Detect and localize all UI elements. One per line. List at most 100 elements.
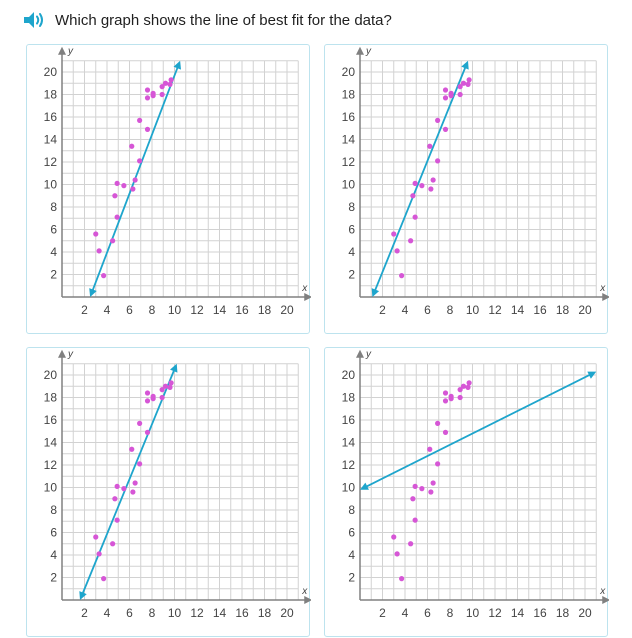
- x-axis-arrow: [602, 293, 609, 301]
- speaker-icon[interactable]: [22, 9, 48, 31]
- data-point: [391, 231, 397, 237]
- x-tick-label: 2: [81, 606, 88, 620]
- data-point: [93, 534, 99, 540]
- data-point: [162, 383, 169, 389]
- x-tick-label: 20: [578, 303, 592, 317]
- x-tick-label: 16: [533, 303, 547, 317]
- data-point: [150, 90, 156, 96]
- x-tick-label: 8: [149, 303, 156, 317]
- x-tick-label: 8: [447, 303, 454, 317]
- y-tick-label: 16: [342, 110, 356, 124]
- y-tick-label: 2: [348, 571, 355, 585]
- data-point: [412, 517, 418, 523]
- x-tick-label: 12: [190, 606, 204, 620]
- y-tick-label: 10: [44, 178, 58, 192]
- x-tick-label: 14: [511, 606, 525, 620]
- y-tick-label: 14: [44, 133, 58, 147]
- best-fit-line-arrow-end: [170, 363, 178, 373]
- question-header: Which graph shows the line of best fit f…: [22, 9, 392, 31]
- data-point: [137, 158, 143, 164]
- data-point: [137, 117, 143, 123]
- x-tick-label: 10: [168, 606, 182, 620]
- x-tick-label: 2: [81, 303, 88, 317]
- y-tick-label: 4: [348, 548, 355, 562]
- answer-choice-1[interactable]: x y 2 4 6 8 10 12 14 16 18 20 2 4 6 8 10 12 14 16 18 20: [26, 44, 311, 334]
- best-fit-line-arrow-start: [89, 288, 97, 297]
- data-point: [419, 183, 425, 189]
- x-axis-label: x: [301, 586, 308, 597]
- answer-choice-3[interactable]: x y 2 4 6 8 10 12 14 16 18 20 2 4 6 8 10 12 14 16 18 20: [26, 347, 311, 637]
- y-tick-label: 4: [50, 548, 57, 562]
- data-point: [167, 81, 173, 87]
- data-point: [159, 394, 165, 401]
- data-point: [96, 248, 102, 254]
- y-tick-label: 8: [50, 503, 57, 517]
- data-point: [410, 193, 416, 199]
- data-point: [167, 384, 173, 390]
- x-tick-label: 8: [149, 606, 156, 620]
- x-tick-label: 18: [556, 303, 570, 317]
- data-point: [442, 95, 449, 101]
- graph-group: x y 2 4 6 8 10 12 14 16 18 20 2 4 6 8 10 12 14 16 18 20: [44, 349, 311, 620]
- x-tick-label: 6: [126, 303, 133, 317]
- answer-choice-4[interactable]: x y 2 4 6 8 10 12 14 16 18 20 2 4 6 8 10 12 14 16 18 20: [324, 347, 609, 637]
- data-point: [442, 87, 449, 93]
- y-tick-label: 4: [348, 245, 355, 259]
- y-tick-label: 10: [44, 481, 58, 495]
- best-fit-line: [364, 373, 593, 489]
- best-fit-line-arrow-end: [461, 60, 469, 70]
- data-point: [399, 576, 405, 582]
- question-text: Which graph shows the line of best fit f…: [55, 11, 392, 29]
- data-point: [442, 126, 449, 132]
- data-point: [442, 390, 449, 396]
- y-tick-label: 6: [348, 526, 355, 540]
- data-point: [465, 384, 471, 390]
- x-tick-label: 14: [213, 303, 227, 317]
- x-tick-label: 4: [104, 606, 111, 620]
- data-point: [114, 214, 120, 220]
- data-point: [412, 483, 418, 489]
- scatter-graph-2: x y 2 4 6 8 10 12 14 16 18 20 2 4 6 8 10 12 14 16 18 20: [342, 46, 609, 317]
- x-tick-label: 12: [488, 606, 502, 620]
- y-tick-label: 16: [342, 413, 356, 427]
- data-point: [427, 143, 433, 149]
- y-axis-arrow: [58, 46, 66, 55]
- data-point: [150, 393, 156, 399]
- best-fit-line-arrow-end: [173, 60, 182, 70]
- scatter-graph-4: x y 2 4 6 8 10 12 14 16 18 20 2 4 6 8 10 12 14 16 18 20: [342, 349, 609, 620]
- y-tick-label: 18: [44, 88, 58, 102]
- y-axis-arrow: [356, 46, 364, 55]
- data-point: [412, 180, 418, 186]
- y-tick-label: 6: [348, 223, 355, 237]
- data-point: [159, 387, 165, 393]
- data-point: [457, 91, 463, 98]
- y-tick-label: 8: [348, 503, 355, 517]
- x-tick-label: 6: [126, 606, 133, 620]
- graph-group: x y 2 4 6 8 10 12 14 16 18 20 2 4 6 8 10 12 14 16 18 20: [342, 46, 609, 317]
- data-point: [159, 91, 165, 98]
- data-point: [144, 398, 151, 404]
- answer-choice-2[interactable]: x y 2 4 6 8 10 12 14 16 18 20 2 4 6 8 10 12 14 16 18 20: [324, 44, 609, 334]
- data-point: [132, 177, 138, 183]
- data-point: [435, 158, 441, 164]
- data-point: [435, 117, 441, 123]
- x-tick-label: 20: [280, 303, 294, 317]
- y-tick-label: 12: [342, 155, 356, 169]
- data-point: [144, 429, 151, 435]
- data-point: [110, 238, 116, 244]
- data-point: [130, 489, 136, 495]
- data-point: [442, 429, 449, 435]
- x-axis-arrow: [304, 293, 311, 301]
- x-tick-label: 20: [280, 606, 294, 620]
- y-tick-label: 12: [342, 458, 356, 472]
- y-tick-label: 16: [44, 413, 58, 427]
- data-point: [168, 380, 174, 386]
- data-point: [435, 420, 441, 426]
- data-point: [129, 143, 135, 149]
- y-tick-label: 12: [44, 458, 58, 472]
- y-tick-label: 4: [50, 245, 57, 259]
- x-tick-label: 12: [190, 303, 204, 317]
- x-tick-label: 4: [402, 303, 409, 317]
- y-tick-label: 2: [50, 268, 57, 282]
- y-axis-label: y: [365, 349, 372, 360]
